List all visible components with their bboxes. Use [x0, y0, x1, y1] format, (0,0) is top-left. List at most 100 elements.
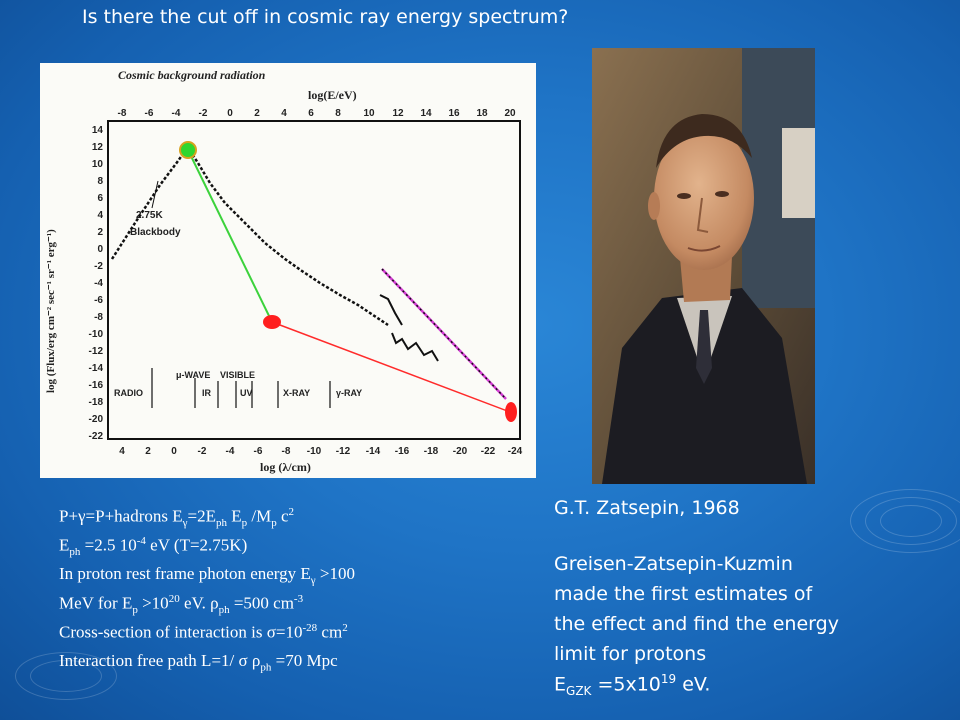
- text-sub: p: [132, 604, 138, 617]
- slide-title: Is there the cut off in cosmic ray energ…: [82, 6, 569, 28]
- top-tick-label: 4: [281, 108, 287, 119]
- y-tick-label: -8: [94, 312, 103, 323]
- band-label-uv: UV: [240, 388, 253, 398]
- background-ripple: [15, 652, 117, 700]
- bottom-tick-label: -8: [282, 446, 291, 457]
- y-tick-label: -2: [94, 261, 103, 272]
- bottom-tick-label: -20: [453, 446, 468, 457]
- photo-suit: [602, 288, 807, 484]
- bottom-tick-label: -2: [198, 446, 207, 457]
- text-sub: ph: [216, 517, 227, 530]
- y-tick-label: -6: [94, 295, 103, 306]
- text-run: =2.5 10: [80, 535, 137, 555]
- y-tick-label: 6: [97, 193, 103, 204]
- photo-tie: [696, 310, 712, 384]
- band-label-radio: RADIO: [114, 388, 143, 398]
- photo-hair: [656, 114, 752, 168]
- text-run: eV.: [676, 673, 711, 696]
- text-run: MeV for E: [59, 593, 133, 613]
- y-tick-label: 8: [97, 176, 103, 187]
- y-tick-label: -18: [89, 397, 104, 408]
- text-run: >100: [315, 564, 355, 583]
- text-run: =500 cm: [229, 593, 294, 613]
- bottom-tick-label: 2: [145, 446, 151, 457]
- cosmic-background-chart: Cosmic background radiation log(E/eV) -8…: [40, 63, 536, 478]
- portrait-photo-icon: [592, 48, 815, 484]
- text-run: =70 Mpc: [271, 651, 338, 670]
- text-sub: γ: [182, 517, 188, 530]
- y-tick-label: -12: [89, 346, 104, 357]
- reaction-formula: P+γ=P+hadrons Eγ=2Eph Ep /Mp c2: [59, 506, 294, 529]
- y-tick-label: -10: [89, 329, 104, 340]
- y-tick-label: -4: [94, 278, 103, 289]
- photo-ear: [648, 192, 660, 220]
- gzk-description-1: Greisen-Zatsepin-Kuzmin: [554, 553, 793, 575]
- portrait-svg: [592, 48, 815, 484]
- spectrum-curve: [110, 149, 389, 327]
- spectrum-segment: [379, 294, 403, 326]
- text-run: cm: [317, 622, 343, 642]
- gzk-cutoff-marker: [505, 402, 517, 422]
- text-run: /M: [247, 506, 272, 526]
- text-run: eV. ρ: [179, 593, 219, 613]
- top-tick-label: -8: [118, 108, 127, 119]
- text-sub: γ: [310, 574, 316, 587]
- top-tick-label: 16: [448, 108, 460, 119]
- text-run: Interaction free path L=1/ σ ρ: [59, 651, 261, 670]
- text-run: Cross-section of interaction is σ=10: [59, 622, 303, 642]
- band-label-microwave: μ-WAVE: [176, 370, 210, 380]
- y-tick-label: -14: [89, 363, 104, 374]
- text-sup: -28: [302, 622, 318, 634]
- text-sub: ph: [69, 546, 81, 559]
- bottom-tick-label: -12: [336, 446, 351, 457]
- photo-sign: [782, 128, 815, 218]
- text-run: E: [227, 506, 242, 526]
- y-axis-label: log (Flux/erg cm⁻² sec⁻¹ sr⁻¹ erg⁻¹): [45, 229, 57, 393]
- y-tick-label: -20: [89, 414, 104, 425]
- y-tick-label: 12: [92, 142, 104, 153]
- text-sub: ph: [218, 604, 230, 617]
- top-tick-label: 0: [227, 108, 233, 119]
- text-sup: -3: [293, 593, 304, 605]
- bottom-tick-label: -24: [508, 446, 523, 457]
- text-sup: 2: [288, 506, 295, 518]
- bottom-tick-label: -6: [254, 446, 263, 457]
- text-sub: ph: [260, 661, 272, 674]
- free-path-line: Interaction free path L=1/ σ ρph =70 Mpc: [59, 651, 338, 673]
- band-label-gamma: γ-RAY: [336, 388, 362, 398]
- bottom-tick-label: 4: [119, 446, 125, 457]
- text-run: >10: [137, 593, 169, 613]
- blackbody-annotation: Blackbody: [130, 227, 181, 238]
- bottom-tick-label: -16: [395, 446, 410, 457]
- text-sup: 19: [660, 672, 677, 686]
- photo-caption: G.T. Zatsepin, 1968: [554, 497, 740, 519]
- gamma-points: [391, 332, 439, 362]
- top-tick-label: 12: [392, 108, 404, 119]
- text-sup: 2: [342, 622, 348, 634]
- red-connector-line: [271, 321, 511, 413]
- band-label-visible: VISIBLE: [220, 370, 255, 380]
- gzk-description-4: limit for protons: [554, 643, 707, 665]
- y-tick-label: -16: [89, 380, 104, 391]
- temperature-annotation: 2.75K: [136, 210, 163, 221]
- text-run: E: [59, 535, 70, 555]
- cosmic-ray-fit-line: [381, 268, 507, 400]
- top-tick-label: 6: [308, 108, 314, 119]
- y-tick-label: 4: [97, 210, 103, 221]
- photo-mouth: [687, 245, 721, 252]
- photon-energy-line: Eph =2.5 10-4 eV (T=2.75K): [59, 535, 247, 558]
- text-run: P+γ=P+hadrons E: [59, 506, 183, 526]
- rest-frame-line: In proton rest frame photon energy Eγ >1…: [59, 564, 355, 586]
- density-line: MeV for Ep >1020 eV. ρph =500 cm-3: [59, 593, 303, 616]
- text-run: =2E: [187, 506, 216, 526]
- text-sub: p: [271, 517, 277, 530]
- photo-eye-left: [677, 193, 691, 199]
- band-label-ir: IR: [202, 388, 212, 398]
- gzk-limit: EGZK =5x1019 eV.: [554, 672, 710, 698]
- top-tick-label: 18: [476, 108, 488, 119]
- photo-eye-right: [715, 191, 729, 197]
- text-sub: GZK: [566, 684, 592, 699]
- top-tick-label: 14: [420, 108, 432, 119]
- background-ripple: [850, 489, 960, 553]
- top-tick-label: -4: [172, 108, 181, 119]
